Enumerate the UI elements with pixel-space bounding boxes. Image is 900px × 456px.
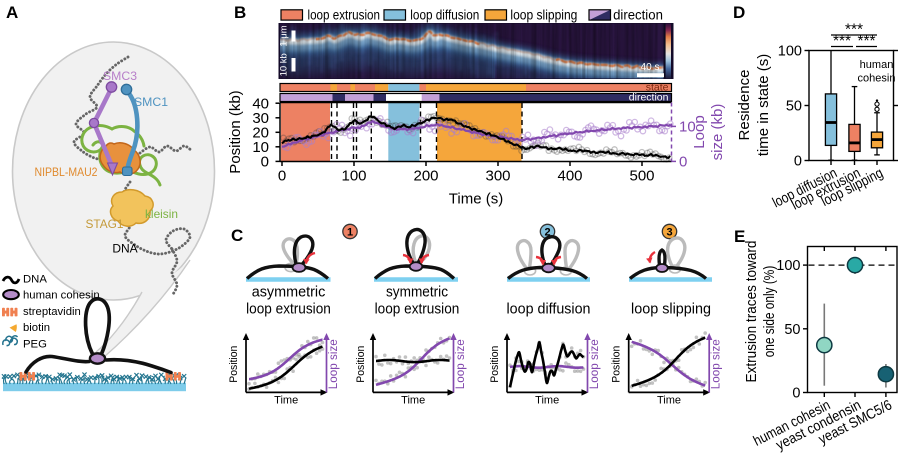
svg-text:direction: direction (629, 92, 669, 104)
svg-text:50: 50 (784, 322, 800, 338)
svg-text:***: *** (833, 33, 851, 50)
svg-text:0: 0 (679, 154, 687, 171)
svg-text:size (kb): size (kb) (709, 104, 726, 161)
svg-text:100: 100 (778, 44, 802, 60)
svg-text:loop slipping: loop slipping (631, 301, 711, 318)
svg-text:3: 3 (666, 227, 672, 239)
svg-text:400: 400 (557, 168, 582, 185)
svg-text:Position: Position (228, 346, 240, 383)
svg-text:Time: Time (401, 395, 425, 407)
svg-text:100: 100 (776, 258, 800, 274)
svg-text:10: 10 (252, 139, 269, 156)
svg-text:Loop size: Loop size (589, 339, 601, 389)
svg-text:Time (s): Time (s) (449, 191, 503, 208)
svg-text:D: D (733, 3, 745, 22)
svg-text:Residence: Residence (736, 70, 753, 141)
svg-text:1 μm: 1 μm (279, 25, 290, 46)
svg-text:Loop: Loop (691, 115, 708, 148)
svg-text:0: 0 (792, 386, 800, 402)
svg-text:one side only (%): one side only (%) (762, 266, 778, 358)
svg-text:500: 500 (629, 168, 654, 185)
svg-text:Time: Time (274, 395, 298, 407)
svg-text:kleisin: kleisin (145, 207, 178, 221)
svg-text:asymmetric: asymmetric (252, 284, 326, 301)
svg-text:loop extrusion: loop extrusion (375, 301, 460, 318)
svg-text:Time: Time (657, 395, 681, 407)
svg-text:10: 10 (679, 119, 696, 136)
svg-text:DNA: DNA (23, 274, 47, 286)
svg-text:Loop size: Loop size (711, 339, 723, 389)
svg-text:NIPBL-MAU2: NIPBL-MAU2 (35, 165, 98, 179)
svg-text:SMC1: SMC1 (134, 95, 168, 109)
svg-text:streptavidin: streptavidin (23, 306, 81, 318)
svg-text:STAG1: STAG1 (86, 217, 124, 231)
svg-text:10 kb: 10 kb (279, 53, 290, 76)
svg-text:1: 1 (347, 227, 353, 239)
svg-text:0: 0 (261, 154, 269, 171)
svg-text:SMC3: SMC3 (103, 69, 137, 83)
svg-text:0: 0 (794, 154, 802, 170)
svg-text:40 s: 40 s (641, 62, 660, 73)
svg-text:C: C (231, 226, 243, 245)
svg-text:human cohesin: human cohesin (23, 290, 100, 302)
svg-text:B: B (234, 3, 246, 22)
svg-text:loop diffusion: loop diffusion (410, 8, 479, 23)
svg-text:A: A (6, 3, 18, 22)
svg-text:***: *** (845, 22, 863, 39)
svg-text:2: 2 (544, 227, 550, 239)
svg-text:direction: direction (613, 8, 663, 23)
svg-text:E: E (734, 227, 745, 246)
svg-text:50: 50 (786, 99, 802, 115)
svg-text:time in state (s): time in state (s) (755, 54, 772, 157)
svg-text:PEG: PEG (23, 338, 47, 350)
svg-text:state: state (646, 82, 669, 94)
svg-text:Loop size: Loop size (328, 339, 340, 389)
svg-text:0: 0 (278, 168, 286, 185)
svg-text:loop diffusion: loop diffusion (507, 301, 591, 318)
svg-text:Loop size: Loop size (455, 339, 467, 389)
svg-text:Extrusion traces toward: Extrusion traces toward (744, 241, 760, 383)
svg-text:DNA: DNA (112, 242, 137, 256)
svg-text:20: 20 (252, 125, 269, 142)
svg-text:human: human (860, 59, 894, 71)
svg-text:300: 300 (485, 168, 510, 185)
svg-text:100: 100 (341, 168, 366, 185)
svg-text:200: 200 (413, 168, 438, 185)
svg-text:biotin: biotin (23, 322, 50, 334)
svg-text:loop extrusion: loop extrusion (246, 301, 331, 318)
svg-text:loop slipping: loop slipping (510, 8, 577, 23)
svg-text:Position: Position (611, 346, 623, 383)
svg-text:30: 30 (252, 110, 269, 127)
svg-text:Position (kb): Position (kb) (227, 90, 244, 173)
svg-text:cohesin: cohesin (858, 73, 896, 85)
svg-text:Position: Position (355, 346, 367, 383)
svg-text:Position: Position (489, 346, 501, 383)
svg-text:symmetric: symmetric (386, 284, 448, 301)
svg-text:***: *** (857, 33, 875, 50)
svg-text:40: 40 (252, 95, 269, 112)
svg-text:loop extrusion: loop extrusion (308, 8, 381, 23)
svg-text:Time: Time (535, 395, 559, 407)
